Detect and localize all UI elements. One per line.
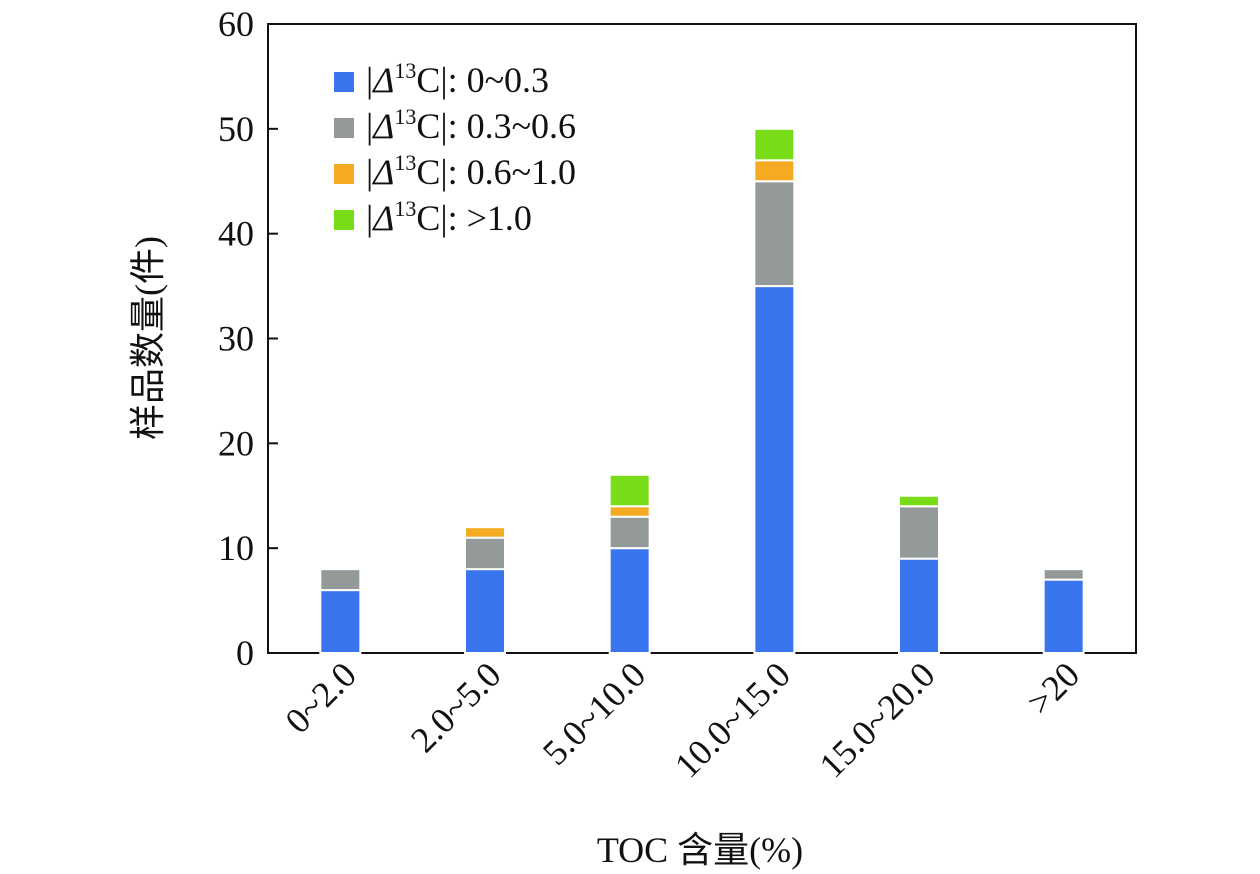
legend-swatch — [334, 118, 354, 138]
x-tick-label: 0~2.0 — [277, 654, 364, 741]
legend-label: |Δ13C|: 0.6~1.0 — [366, 150, 576, 192]
x-tick-label: 10.0~15.0 — [667, 654, 798, 785]
y-axis-title: 样品数量(件) — [128, 236, 168, 440]
x-axis: 0~2.0 2.0~5.0 5.0~10.0 10.0~15.0 15.0~20.0 >2… — [277, 654, 1087, 785]
bar-segment — [319, 568, 362, 592]
bar-segment — [898, 557, 940, 655]
x-tick-label: 2.0~5.0 — [403, 654, 509, 760]
y-tick-label: 20 — [218, 423, 254, 463]
legend-label: |Δ13C|: 0~0.3 — [366, 58, 549, 100]
bar-segment — [898, 494, 940, 508]
bar-stack — [608, 473, 651, 655]
bar-segment — [753, 127, 796, 162]
bars — [319, 127, 1085, 655]
legend-swatch — [334, 210, 354, 230]
bar-stack — [753, 127, 796, 654]
bar-segment — [464, 568, 506, 655]
y-axis: 0 10 20 30 40 50 60 — [218, 4, 278, 673]
bar-stack — [319, 568, 362, 654]
legend-item: |Δ13C|: 0.6~1.0 — [334, 150, 576, 192]
bar-segment — [753, 180, 796, 288]
bar-stack — [464, 526, 506, 655]
x-tick-label: >20 — [1019, 654, 1087, 722]
bar-segment — [753, 159, 796, 183]
legend-label: |Δ13C|: >1.0 — [366, 196, 532, 238]
legend-swatch — [334, 164, 354, 184]
legend-swatch — [334, 72, 354, 92]
x-axis-title: TOC 含量(%) — [597, 830, 803, 870]
bar-stack — [1042, 568, 1085, 654]
bar-stack — [898, 494, 940, 655]
y-tick-label: 50 — [218, 109, 254, 149]
legend-item: |Δ13C|: 0.3~0.6 — [334, 104, 576, 146]
x-tick-label: 5.0~10.0 — [535, 654, 653, 772]
bar-segment — [319, 589, 362, 654]
bar-segment — [898, 505, 940, 560]
bar-segment — [464, 526, 506, 539]
bar-segment — [608, 505, 651, 518]
legend-label: |Δ13C|: 0.3~0.6 — [366, 104, 576, 146]
legend-item: |Δ13C|: 0~0.3 — [334, 58, 549, 100]
legend: |Δ13C|: 0~0.3|Δ13C|: 0.3~0.6|Δ13C|: 0.6~… — [334, 58, 576, 238]
bar-segment — [464, 536, 506, 571]
bar-segment — [1042, 568, 1085, 581]
y-tick-label: 60 — [218, 4, 254, 44]
y-tick-label: 30 — [218, 319, 254, 359]
x-tick-label: 15.0~20.0 — [811, 654, 942, 785]
bar-segment — [1042, 578, 1085, 654]
y-tick-label: 0 — [236, 633, 254, 673]
y-tick-label: 10 — [218, 528, 254, 568]
y-tick-label: 40 — [218, 214, 254, 254]
bar-segment — [608, 547, 651, 655]
bar-segment — [753, 285, 796, 654]
bar-segment — [608, 473, 651, 508]
legend-item: |Δ13C|: >1.0 — [334, 196, 532, 238]
bar-segment — [608, 515, 651, 550]
